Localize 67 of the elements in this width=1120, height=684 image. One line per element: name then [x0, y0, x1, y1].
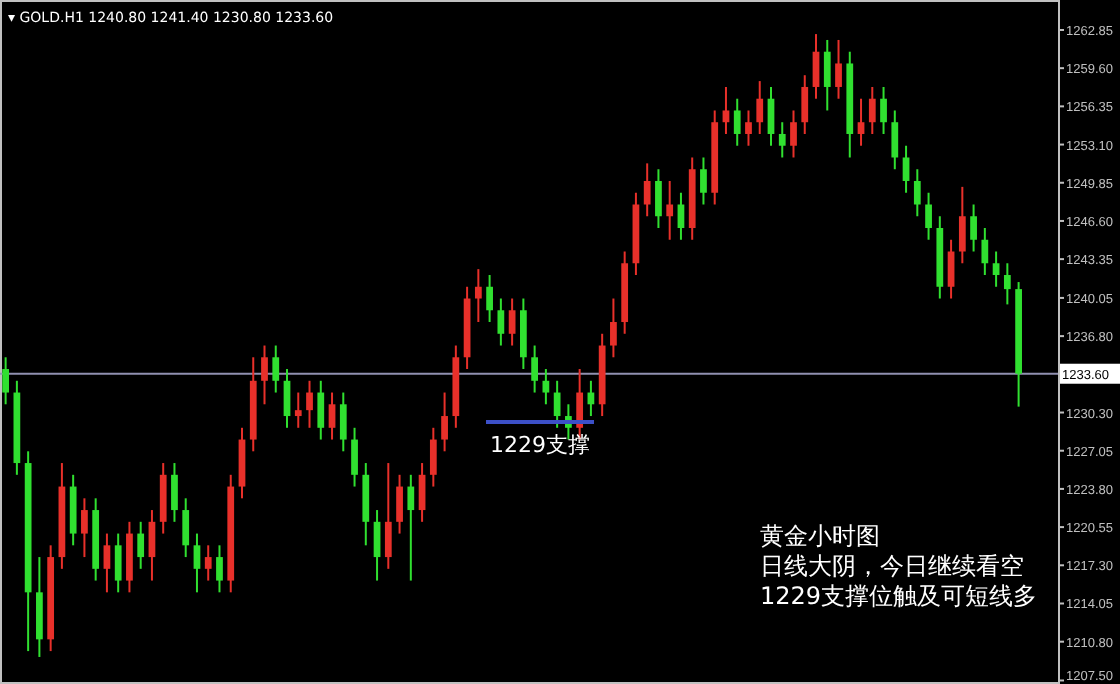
candlestick: [992, 250, 1000, 288]
candlestick: [328, 391, 336, 441]
candlestick: [891, 109, 899, 171]
candlestick: [745, 109, 752, 147]
candlestick: [81, 497, 88, 559]
candlestick: [508, 297, 516, 347]
annotation: 1229支撑: [490, 432, 590, 458]
candlestick: [666, 179, 674, 241]
candlestick: [531, 344, 539, 394]
candlestick: [857, 97, 865, 147]
candlestick: [204, 544, 212, 582]
candlestick: [339, 391, 347, 453]
candlestick: [610, 297, 617, 359]
candlestick: [396, 473, 403, 535]
candlestick: [407, 473, 415, 582]
candlestick: [801, 74, 809, 135]
candlestick: [722, 85, 730, 135]
candlestick: [790, 109, 797, 159]
candlestick: [925, 191, 932, 241]
candlestick: [171, 462, 178, 523]
candlestick: [486, 274, 493, 324]
candlestick: [520, 297, 527, 371]
candlestick: [756, 80, 764, 135]
candlestick: [542, 368, 550, 406]
candlestick: [114, 532, 122, 594]
candlestick: [362, 462, 370, 547]
candlestick: [182, 497, 190, 559]
candlestick: [868, 85, 876, 135]
candlestick: [553, 379, 561, 429]
candlestick: [261, 344, 268, 406]
candlestick: [294, 391, 302, 429]
candlestick: [193, 532, 201, 594]
candlestick: [981, 227, 989, 277]
candlestick: [306, 379, 313, 429]
candlestick: [429, 426, 437, 488]
candlestick: [216, 544, 223, 594]
candlestick: [441, 391, 448, 453]
candlestick: [677, 191, 685, 241]
candlestick: [317, 379, 325, 441]
candlestick: [272, 344, 280, 394]
candlestick: [880, 85, 887, 135]
candlestick: [159, 462, 167, 535]
candlestick: [497, 297, 505, 347]
candlestick: [126, 520, 133, 594]
candlestick: [970, 203, 977, 253]
candlestick: [902, 144, 910, 194]
candlestick: [36, 556, 43, 658]
candlestick: [655, 168, 662, 229]
candlestick: [778, 121, 786, 159]
candlestick: [474, 268, 482, 324]
candlestick: [913, 168, 921, 218]
candlestick: [835, 38, 842, 100]
candlestick: [643, 162, 651, 218]
candlestick: [384, 462, 392, 570]
candlestick: [137, 520, 145, 570]
candlestick: [1003, 262, 1011, 306]
candlestick: [103, 532, 111, 594]
annotation: 黄金小时图: [760, 522, 880, 550]
candlestick: [69, 473, 77, 547]
candlestick: [958, 185, 966, 265]
candlestick: [351, 426, 358, 488]
annotation: 1229支撑位触及可短线多: [760, 582, 1038, 610]
candlestick: [823, 38, 831, 112]
annotation: 日线大阴，今日继续看空: [760, 552, 1024, 580]
candlestick: [700, 156, 707, 206]
candlestick: [733, 97, 741, 147]
candlestick: [2, 356, 9, 406]
